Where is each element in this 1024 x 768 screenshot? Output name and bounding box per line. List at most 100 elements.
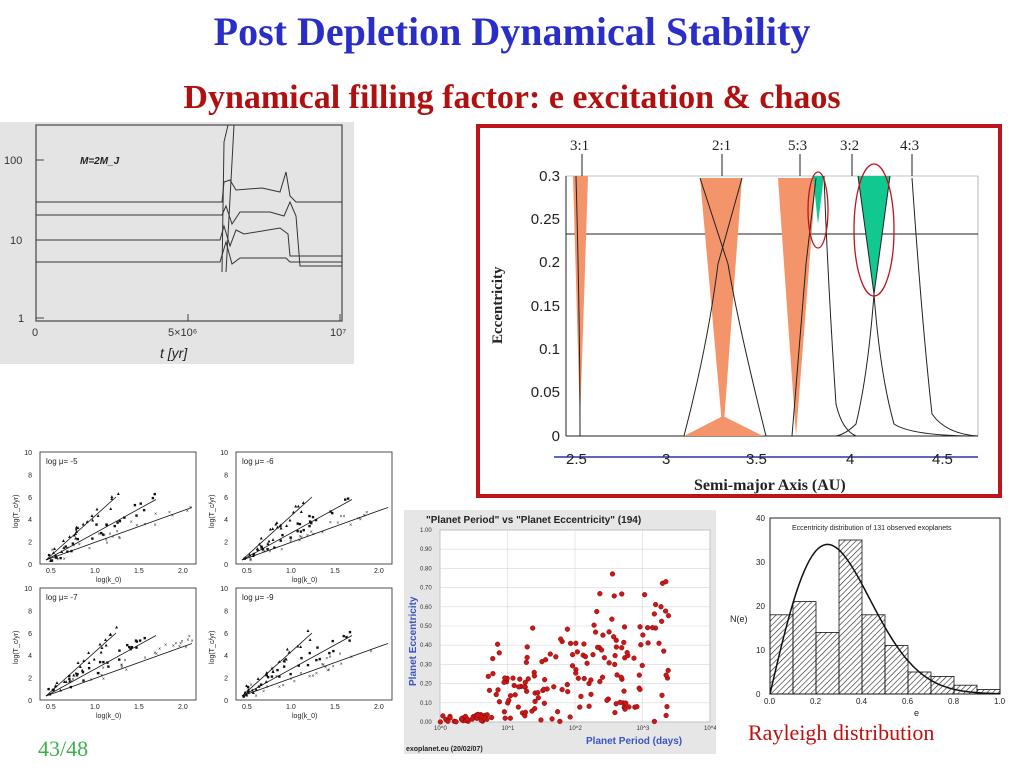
panel-point: × bbox=[300, 535, 303, 541]
panel-point: ■ bbox=[59, 556, 62, 562]
panel-point: ▲ bbox=[277, 659, 282, 665]
panel-point: ■ bbox=[311, 514, 314, 520]
panel-point: ■ bbox=[81, 669, 84, 675]
exoplanet-point bbox=[493, 691, 499, 698]
panel-point: × bbox=[311, 673, 314, 679]
exoplanet-point bbox=[609, 616, 615, 622]
panel-point: ▲ bbox=[267, 538, 272, 544]
panel-point: ■ bbox=[266, 547, 269, 553]
resonance-xtick-3.5: 3.5 bbox=[746, 451, 767, 468]
exoplanet-point bbox=[652, 601, 659, 608]
exoplanet-point bbox=[611, 634, 617, 640]
panel-2: 0 2 4 6 8 10 0.5 1.0 1.5 2.0 log μ= -6 log(k_0) log(… bbox=[209, 450, 393, 584]
exoplanet-point bbox=[651, 611, 657, 617]
panel-point: ▲ bbox=[74, 527, 79, 533]
panel-point: × bbox=[262, 689, 265, 695]
panel-point: ■ bbox=[135, 639, 138, 645]
exoplanet-point bbox=[541, 700, 547, 706]
panel-point: ■ bbox=[47, 686, 50, 692]
panel-xlabel: log(k_0) bbox=[292, 577, 317, 584]
exoplanet-point bbox=[567, 640, 574, 646]
panel-point: ■ bbox=[242, 694, 245, 700]
panel-point: × bbox=[289, 676, 292, 682]
panel-point: ▲ bbox=[76, 660, 81, 666]
slide-title: Post Depletion Dynamical Stability bbox=[213, 9, 811, 54]
exoplanet-point bbox=[621, 688, 627, 694]
panel-point: ■ bbox=[91, 536, 94, 542]
exoplanet-point bbox=[507, 715, 513, 721]
panel-point: ■ bbox=[69, 685, 72, 691]
panel-point: ▲ bbox=[255, 547, 260, 553]
exoplanet-point bbox=[535, 690, 541, 696]
exoplanet-point bbox=[542, 677, 548, 683]
panel-point: ■ bbox=[289, 535, 292, 541]
panel-point: × bbox=[342, 514, 345, 520]
time-evolution-plot: 100 10 1 0 5×10⁶ 10⁷ t [yr] M=2M_J bbox=[0, 122, 354, 364]
panel-point: ■ bbox=[153, 492, 156, 498]
exo-ytick: 1.00 bbox=[420, 528, 432, 534]
separatrix-curves bbox=[575, 175, 979, 437]
panel-point: ▲ bbox=[243, 690, 248, 696]
panel-point: × bbox=[249, 557, 252, 563]
panel-point: × bbox=[275, 674, 278, 680]
panel-point: ▲ bbox=[90, 513, 95, 519]
panel-point: × bbox=[191, 638, 194, 644]
exoplanet-point bbox=[524, 688, 530, 694]
panel-point: ■ bbox=[296, 528, 299, 534]
exoplanet-point bbox=[663, 712, 669, 719]
panel-point: ▲ bbox=[264, 670, 269, 676]
exoplanet-point bbox=[614, 672, 620, 678]
exoplanet-point bbox=[662, 608, 669, 614]
exoplanet-point bbox=[612, 652, 618, 659]
panel-point: ■ bbox=[260, 544, 263, 550]
panel-point: ■ bbox=[261, 546, 264, 552]
panel-point: ▲ bbox=[99, 650, 104, 656]
exoplanet-point bbox=[590, 652, 596, 658]
panel-ytick: 8 bbox=[28, 472, 32, 479]
panel-point: ■ bbox=[329, 509, 332, 515]
panel-point: ■ bbox=[142, 507, 145, 513]
exoplanet-point bbox=[637, 624, 643, 630]
panel-point: × bbox=[135, 523, 138, 529]
exoplanet-point bbox=[638, 642, 644, 648]
exoplanet-point bbox=[588, 691, 594, 697]
panel-ytick: 8 bbox=[28, 608, 32, 615]
exoplanet-point bbox=[573, 640, 579, 646]
panel-xtick: 0.5 bbox=[46, 568, 56, 575]
panel-xtick: 1.5 bbox=[134, 568, 144, 575]
exoplanet-point bbox=[506, 697, 512, 704]
exoplanet-point bbox=[624, 649, 630, 656]
exoplanet-point bbox=[532, 698, 538, 705]
panel-point: ■ bbox=[281, 532, 284, 538]
panel-point: ▲ bbox=[270, 665, 275, 671]
panel-ytick: 10 bbox=[220, 450, 228, 457]
panel-point: ▲ bbox=[282, 658, 287, 664]
exoplanet-point bbox=[613, 644, 619, 650]
panel-point: ■ bbox=[297, 663, 300, 669]
exoplanet-point bbox=[612, 661, 618, 668]
panel-point: × bbox=[116, 529, 119, 535]
exoplanet-point bbox=[511, 682, 517, 689]
panel-point: × bbox=[293, 679, 296, 685]
timeevo-curve-4 bbox=[36, 240, 342, 265]
panel-point: ▲ bbox=[54, 680, 59, 686]
exoplanet-point bbox=[549, 716, 555, 722]
exoplanet-point bbox=[458, 716, 465, 722]
resonance-ytick-0.25: 0.25 bbox=[531, 211, 560, 228]
exoplanet-point bbox=[567, 714, 573, 720]
timeevo-curves bbox=[36, 124, 342, 273]
panel-point: ■ bbox=[48, 552, 51, 558]
panel-point: ■ bbox=[314, 517, 317, 523]
panel-ytick: 0 bbox=[224, 562, 228, 569]
exoplanet-point bbox=[622, 706, 628, 712]
panel-point: ■ bbox=[345, 635, 348, 641]
panel-point: × bbox=[250, 682, 253, 688]
panel-point: ■ bbox=[289, 671, 292, 677]
panel-ytick: 0 bbox=[224, 698, 228, 705]
exoplanet-point bbox=[581, 641, 587, 647]
panel-point: × bbox=[105, 538, 108, 544]
exoplanet-point bbox=[634, 704, 640, 710]
panel-point: ■ bbox=[126, 642, 129, 648]
panel-point: × bbox=[315, 671, 318, 677]
panel-1: 0 2 4 6 8 10 0.5 1.0 1.5 2.0 log μ= -5 log(k_0) log(… bbox=[13, 450, 197, 584]
